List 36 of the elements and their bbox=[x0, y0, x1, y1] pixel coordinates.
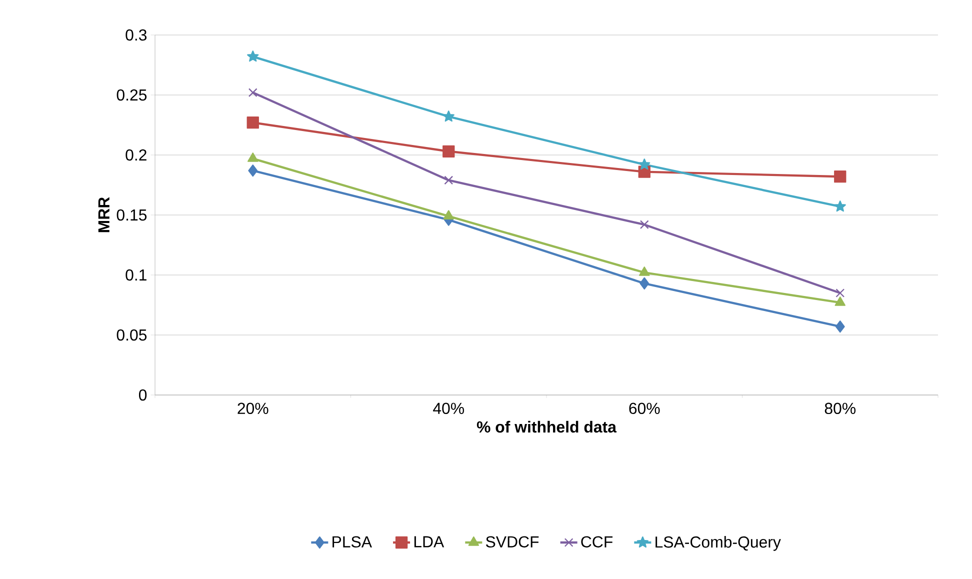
point bbox=[247, 50, 259, 62]
point bbox=[638, 158, 650, 170]
y-tick-label: 0.05 bbox=[116, 329, 147, 341]
legend-label: SVDCF bbox=[486, 536, 539, 548]
y-tick-label: 0.15 bbox=[116, 209, 147, 221]
y-axis-title: MRR bbox=[98, 197, 110, 232]
point bbox=[248, 164, 258, 177]
legend-label: LSA-Comb-Query bbox=[656, 536, 781, 551]
point bbox=[834, 296, 846, 306]
point bbox=[246, 116, 259, 129]
point bbox=[443, 210, 454, 220]
y-tick-label: 0.3 bbox=[126, 29, 147, 41]
x-tick-label: 60% bbox=[629, 402, 660, 414]
point bbox=[248, 88, 258, 98]
point bbox=[640, 277, 650, 290]
point bbox=[834, 170, 846, 183]
y-tick-label: 0.2 bbox=[126, 149, 146, 161]
point bbox=[639, 266, 650, 276]
legend-label: LDA bbox=[414, 536, 444, 548]
point bbox=[640, 220, 649, 230]
point bbox=[442, 145, 455, 158]
point bbox=[444, 176, 454, 185]
point bbox=[442, 110, 454, 122]
y-tick-label: 0.1 bbox=[126, 269, 146, 281]
legend-label: CCF bbox=[581, 536, 613, 548]
x-axis-title: % of withheld data bbox=[476, 420, 617, 433]
y-tick-label: 0 bbox=[138, 389, 147, 401]
point bbox=[835, 320, 845, 333]
x-tick-label: 80% bbox=[824, 402, 856, 414]
x-tick-label: 20% bbox=[238, 402, 268, 414]
point bbox=[248, 152, 258, 162]
y-tick-label: 0.25 bbox=[116, 89, 147, 101]
point bbox=[834, 200, 846, 212]
legend-label: PLSA bbox=[332, 536, 372, 548]
point bbox=[836, 288, 845, 298]
x-tick-label: 40% bbox=[433, 402, 464, 414]
